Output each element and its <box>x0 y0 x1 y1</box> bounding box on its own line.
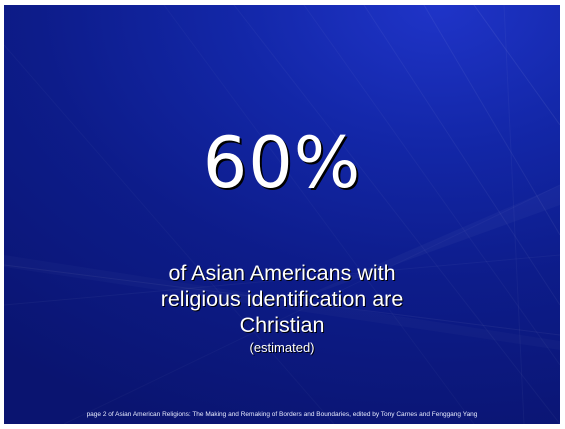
statistic-value: 60% <box>202 122 362 204</box>
slide: 60% of Asian Americans with religious id… <box>4 5 560 424</box>
caption-line-3: Christian <box>239 313 325 337</box>
estimate-note: (estimated) <box>249 340 315 355</box>
background-light-streaks <box>4 5 560 424</box>
caption-line-1: of Asian Americans with <box>168 261 396 285</box>
caption-line-2: religious identification are <box>160 287 404 311</box>
statistic-caption: of Asian Americans with religious identi… <box>4 260 560 358</box>
slide-footer: page 2 of Asian American Religions: The … <box>86 411 478 418</box>
